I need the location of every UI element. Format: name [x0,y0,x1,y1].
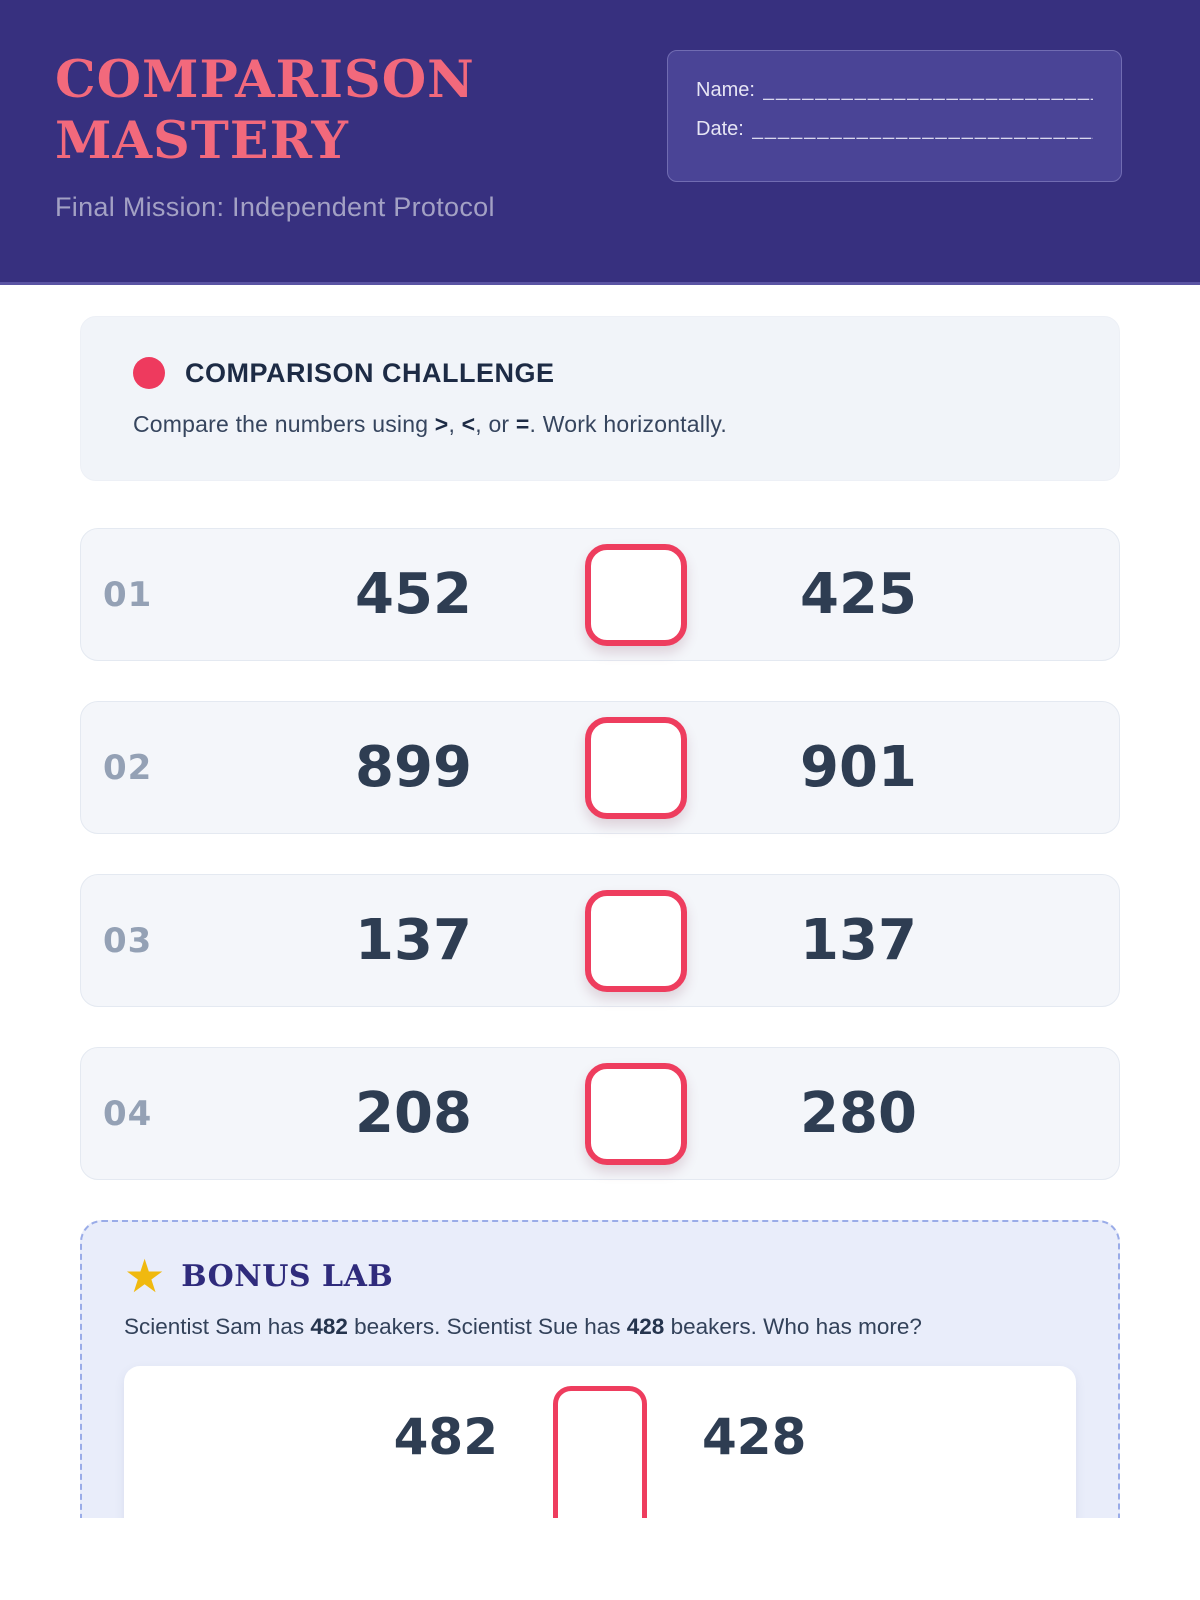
bonus-value-1: 482 [310,1314,348,1339]
equals-symbol: = [515,411,530,437]
answer-box[interactable] [585,716,687,819]
right-operand: 137 [800,908,917,973]
worksheet-page: COMPARISON MASTERY Final Mission: Indepe… [0,0,1200,1518]
right-operand: 425 [800,562,917,627]
bonus-story-part-1: Scientist Sam has [124,1314,311,1339]
greater-than-symbol: > [434,411,449,437]
bonus-story-part-2: beakers. Scientist Sue has [347,1314,627,1339]
bonus-answer-box[interactable] [553,1386,647,1518]
left-operand: 899 [355,735,472,800]
bonus-right-operand: 428 [702,1408,807,1466]
main-content: COMPARISON CHALLENGE Compare the numbers… [0,285,1200,1518]
left-operand: 208 [355,1081,472,1146]
instruction-part-2: . Work horizontally. [529,411,727,437]
bonus-left-operand: 482 [393,1408,498,1466]
right-operand: 280 [800,1081,917,1146]
name-field-row: Name: _____________________________ [696,79,1093,102]
bonus-question-text: Scientist Sam has 482 beakers. Scientist… [124,1314,1076,1340]
left-operand: 452 [355,562,472,627]
bonus-story-part-3: beakers. Who has more? [664,1314,922,1339]
problem-number: 04 [103,1093,153,1134]
page-title: COMPARISON MASTERY [55,50,495,172]
problem-row-04: 04 208 280 [80,1047,1120,1180]
bonus-section: ★ BONUS LAB Scientist Sam has 482 beaker… [80,1220,1120,1518]
date-label: Date: [696,118,744,140]
left-operand: 137 [355,908,472,973]
page-title-line-2: MASTERY [55,111,349,171]
challenge-header: COMPARISON CHALLENGE [133,357,1067,389]
problem-row-02: 02 899 901 [80,701,1120,834]
answer-box[interactable] [585,889,687,992]
page-subtitle: Final Mission: Independent Protocol [55,192,495,222]
answer-box[interactable] [585,543,687,646]
bonus-answer-card: 482 428 [124,1366,1076,1518]
name-label: Name: [696,79,755,101]
problem-number: 02 [103,747,153,788]
instruction-separator-1: , [448,411,462,437]
bonus-title: BONUS LAB [181,1258,394,1294]
challenge-instructions-card: COMPARISON CHALLENGE Compare the numbers… [80,316,1120,481]
problem-row-01: 01 452 425 [80,528,1120,661]
date-field-row: Date: ______________________________ [696,118,1093,141]
title-block: COMPARISON MASTERY Final Mission: Indepe… [55,50,495,223]
challenge-instruction-text: Compare the numbers using >, <, or =. Wo… [133,411,1067,438]
problem-number: 03 [103,920,153,961]
bullet-dot-icon [133,357,165,389]
right-operand: 901 [800,735,917,800]
bonus-value-2: 428 [626,1314,665,1339]
less-than-symbol: < [461,411,476,437]
star-icon: ★ [124,1250,166,1302]
name-date-box: Name: _____________________________ Date… [667,50,1122,182]
answer-box[interactable] [585,1062,687,1165]
problem-row-03: 03 137 137 [80,874,1120,1007]
instruction-part-1: Compare the numbers using [133,411,435,437]
problem-number: 01 [103,574,153,615]
bonus-header: ★ BONUS LAB [124,1250,1076,1302]
challenge-heading: COMPARISON CHALLENGE [185,357,555,388]
page-title-line-1: COMPARISON [55,50,475,110]
instruction-separator-2: , or [475,411,516,437]
header-banner: COMPARISON MASTERY Final Mission: Indepe… [0,0,1200,285]
date-input-line[interactable]: ______________________________ [751,118,1093,140]
name-input-line[interactable]: _____________________________ [762,79,1093,101]
